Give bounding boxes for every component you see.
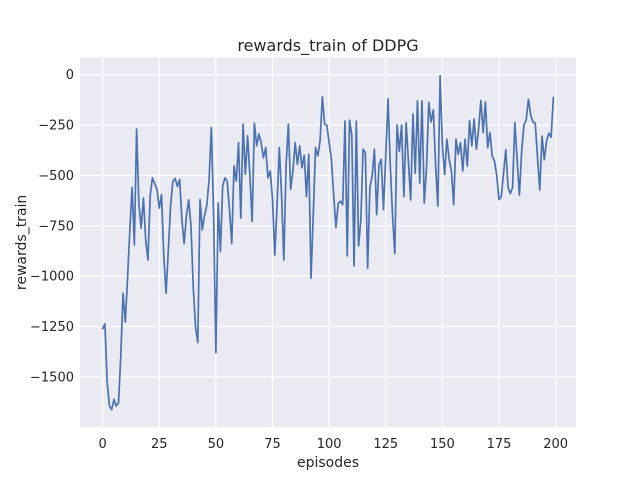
x-tick-label: 25 <box>151 437 168 452</box>
x-tick-label: 150 <box>430 437 455 452</box>
x-tick-label: 0 <box>99 437 107 452</box>
x-axis-label: episodes <box>297 455 359 471</box>
x-tick-label: 125 <box>373 437 398 452</box>
y-tick-label: 0 <box>66 68 74 83</box>
x-tick-label: 100 <box>317 437 342 452</box>
y-tick-label: −750 <box>38 219 74 234</box>
chart-title: rewards_train of DDPG <box>237 36 419 55</box>
x-tick-label: 50 <box>208 437 225 452</box>
x-tick-label: 200 <box>543 437 568 452</box>
axes-background <box>80 57 576 428</box>
reward-line <box>101 74 555 411</box>
x-tick-label: 175 <box>487 437 512 452</box>
y-tick-label: −250 <box>38 119 74 134</box>
y-tick-label: −1250 <box>30 320 74 335</box>
y-tick-label: −500 <box>38 169 74 184</box>
y-tick-label: −1000 <box>30 270 74 285</box>
x-tick-label: 75 <box>264 437 281 452</box>
y-axis-label: rewards_train <box>14 195 30 290</box>
y-tick-label: −1500 <box>30 370 74 385</box>
